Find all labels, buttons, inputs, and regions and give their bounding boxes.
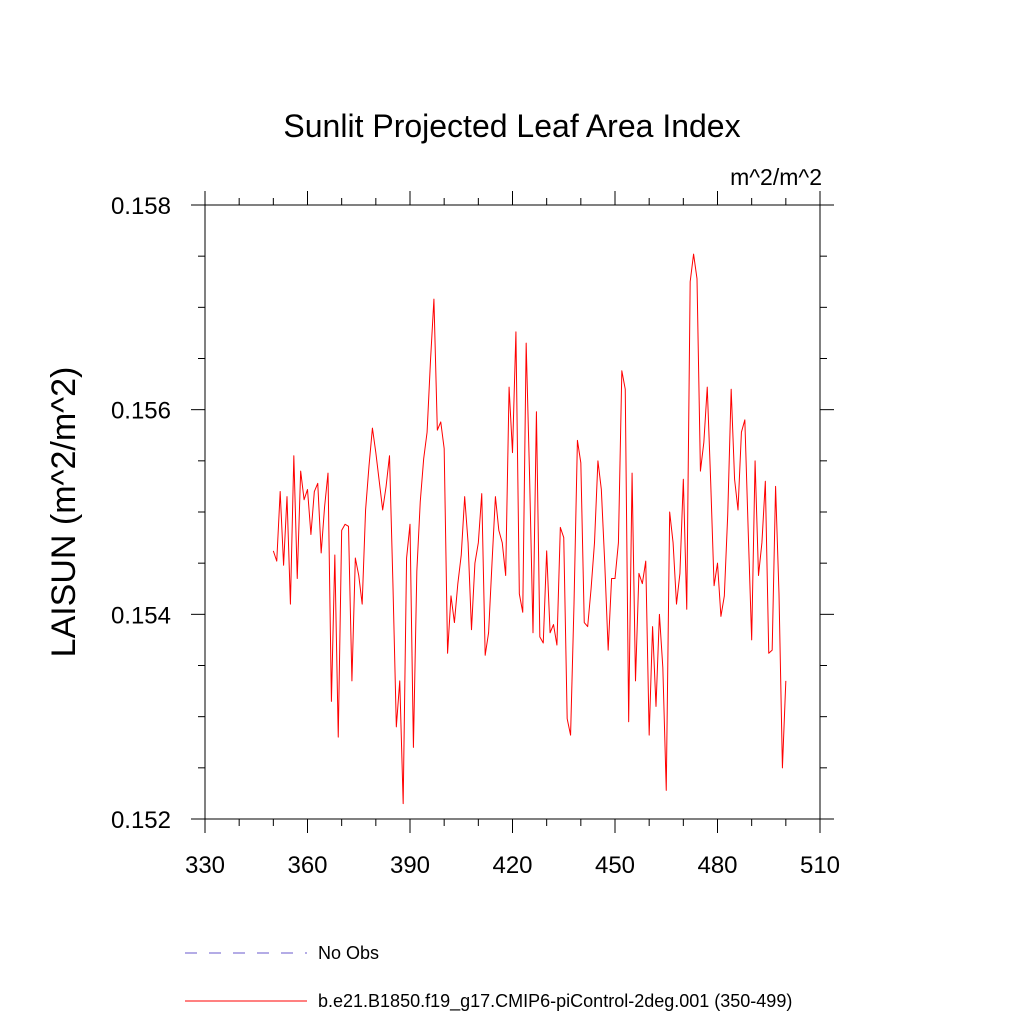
legend-label-model: b.e21.B1850.f19_g17.CMIP6-piControl-2deg… bbox=[318, 991, 792, 1012]
x-tick-labels: 330 360 390 420 450 480 510 bbox=[185, 852, 840, 879]
x-tick-label: 510 bbox=[800, 852, 840, 879]
legend: No Obs b.e21.B1850.f19_g17.CMIP6-piContr… bbox=[185, 943, 792, 1012]
y-tick-label: 0.154 bbox=[111, 602, 171, 629]
y-tick-label: 0.158 bbox=[111, 193, 171, 220]
plot-frame bbox=[204, 204, 821, 820]
y-tick-labels: 0.152 0.154 0.156 0.158 bbox=[111, 193, 171, 834]
x-tick-label: 480 bbox=[697, 852, 737, 879]
chart-title: Sunlit Projected Leaf Area Index bbox=[283, 108, 740, 144]
x-tick-label: 390 bbox=[390, 852, 430, 879]
y-tick-label: 0.152 bbox=[111, 807, 171, 834]
axis-ticks bbox=[191, 191, 834, 833]
y-tick-label: 0.156 bbox=[111, 398, 171, 425]
y-axis-label: LAISUN (m^2/m^2) bbox=[45, 367, 83, 658]
x-tick-label: 420 bbox=[492, 852, 532, 879]
legend-label-no-obs: No Obs bbox=[318, 943, 379, 963]
x-tick-label: 360 bbox=[287, 852, 327, 879]
series-line-model bbox=[272, 253, 787, 805]
x-tick-label: 450 bbox=[595, 852, 635, 879]
data-series bbox=[272, 253, 787, 805]
x-tick-label: 330 bbox=[185, 852, 225, 879]
units-label: m^2/m^2 bbox=[730, 164, 822, 190]
